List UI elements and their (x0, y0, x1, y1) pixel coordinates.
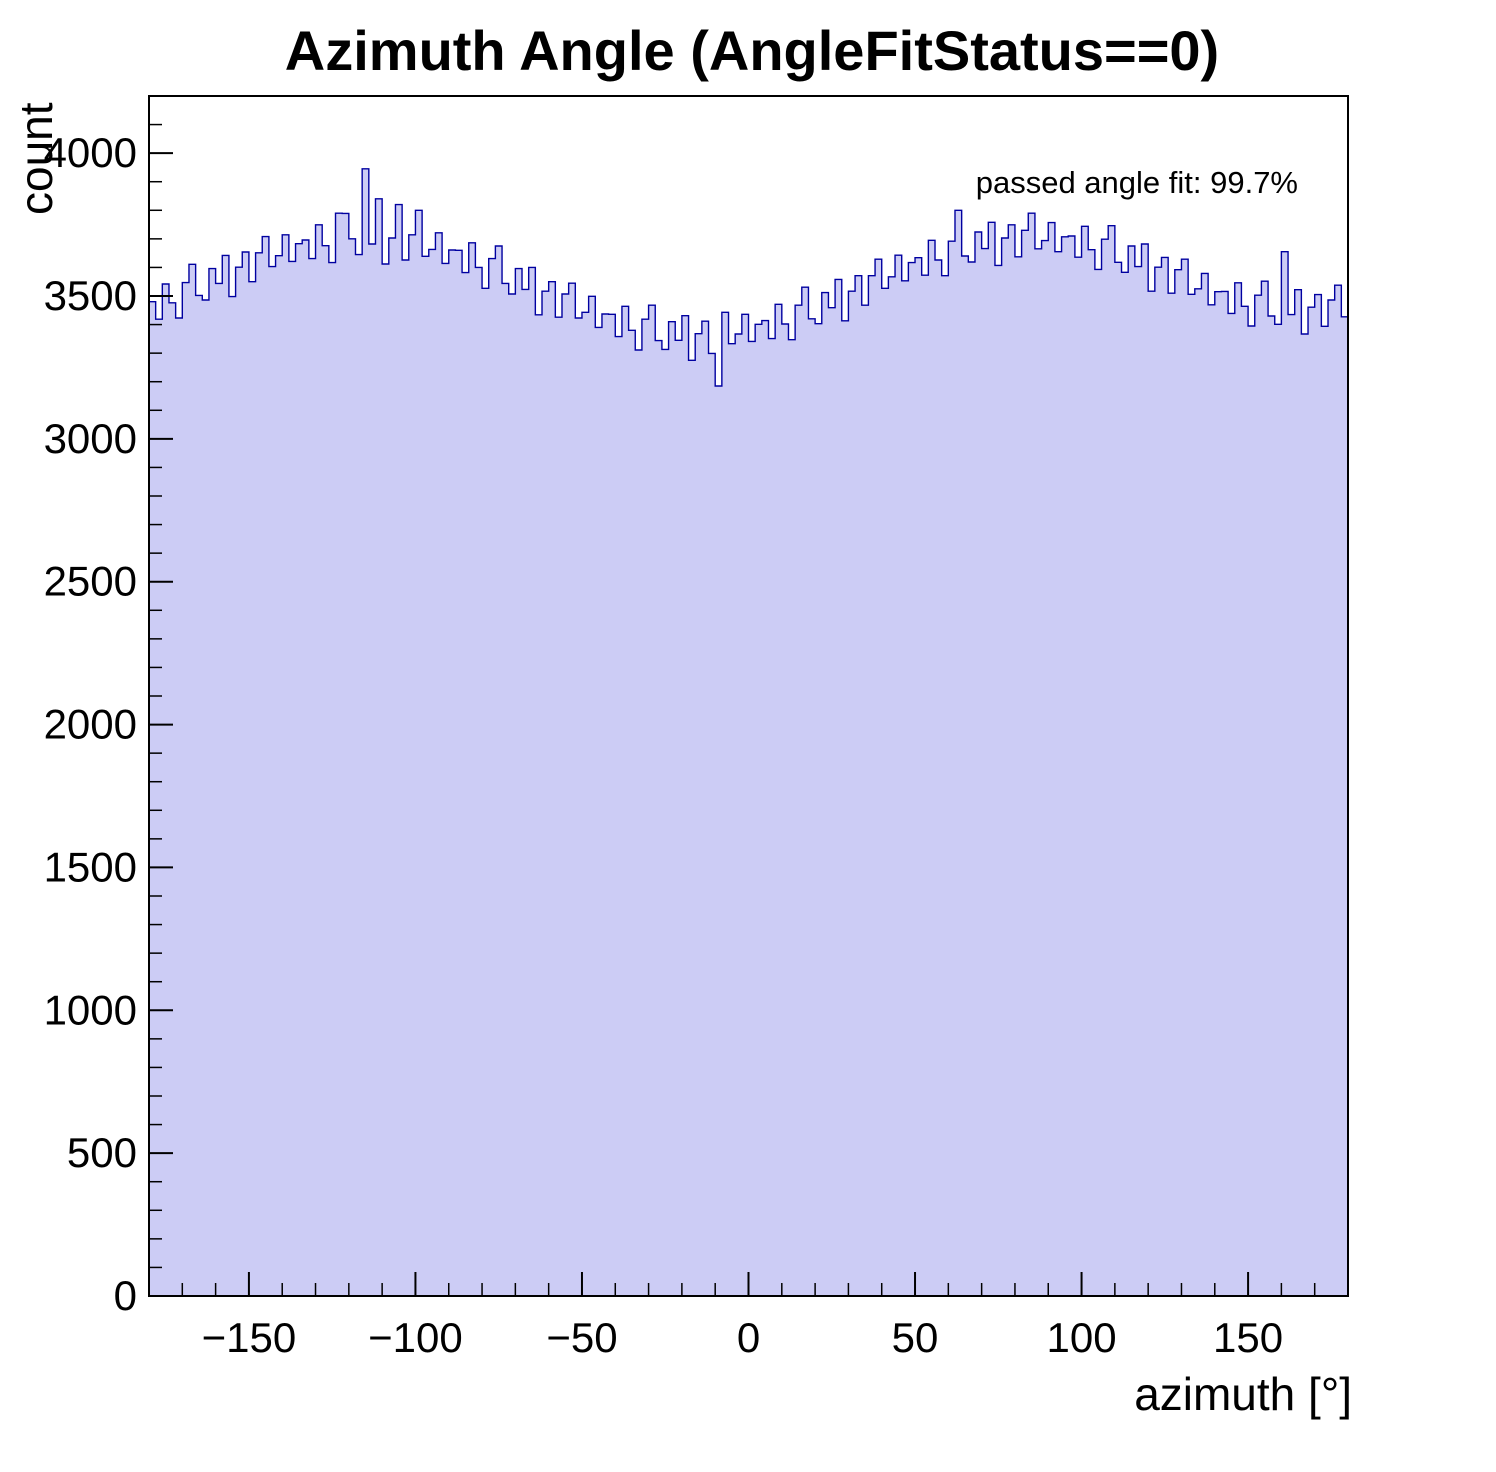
y-tick-label: 3000 (44, 415, 137, 462)
x-tick-label: 50 (892, 1314, 939, 1361)
y-tick-label: 500 (67, 1129, 137, 1176)
x-tick-label: 150 (1213, 1314, 1283, 1361)
x-tick-label: −50 (546, 1314, 617, 1361)
x-tick-label: −100 (368, 1314, 463, 1361)
y-axis-label: count (10, 102, 62, 215)
y-tick-label: 4000 (44, 129, 137, 176)
x-tick-label: 0 (737, 1314, 760, 1361)
y-tick-label: 2000 (44, 701, 137, 748)
histogram-step-area (148, 168, 1349, 1297)
y-tick-label: 2500 (44, 558, 137, 605)
y-tick-label: 1000 (44, 986, 137, 1033)
annotation-passed-angle-fit: passed angle fit: 99.7% (976, 165, 1298, 200)
x-tick-label: 100 (1047, 1314, 1117, 1361)
x-tick-label: −150 (202, 1314, 297, 1361)
y-tick-label: 1500 (44, 843, 137, 890)
y-tick-label: 0 (114, 1272, 137, 1319)
x-axis-label: azimuth [°] (1134, 1368, 1352, 1420)
y-tick-label: 3500 (44, 272, 137, 319)
plot-title: Azimuth Angle (AngleFitStatus==0) (285, 19, 1219, 82)
